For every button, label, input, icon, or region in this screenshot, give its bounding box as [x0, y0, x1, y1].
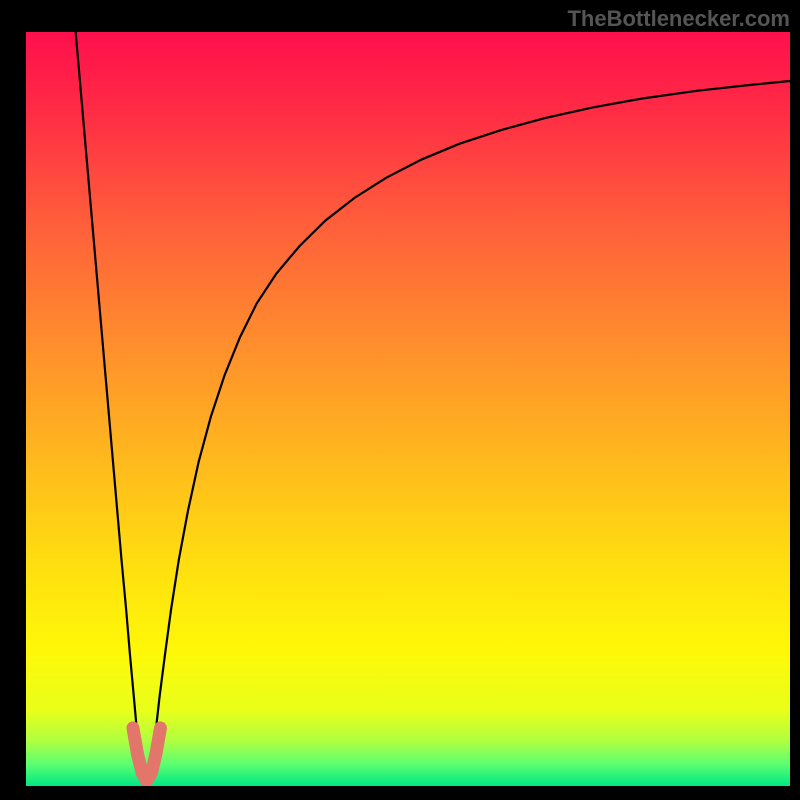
watermark-text: TheBottlenecker.com	[567, 6, 790, 32]
curve-left	[76, 32, 137, 729]
chart-container: TheBottlenecker.com	[0, 0, 800, 800]
curve-right	[156, 81, 790, 729]
plot-area	[26, 32, 790, 786]
cusp-marker	[133, 728, 161, 781]
curve-overlay	[26, 32, 790, 786]
